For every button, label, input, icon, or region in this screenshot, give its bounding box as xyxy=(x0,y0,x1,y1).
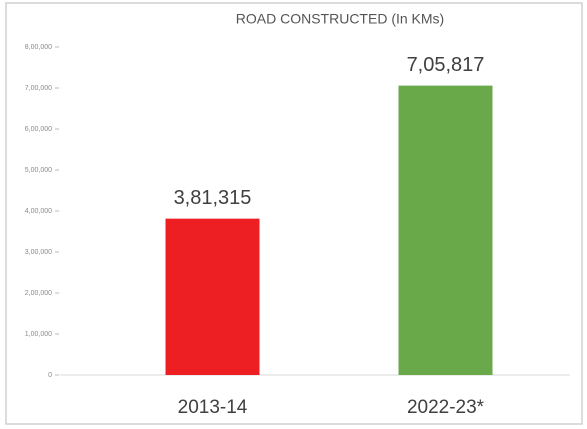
y-tick-label: 8,00,000 xyxy=(25,44,52,51)
x-tick-label: 2013-14 xyxy=(178,397,248,418)
y-tick-label: 7,00,000 xyxy=(25,85,52,92)
y-tick-label: 5,00,000 xyxy=(25,167,52,174)
bar xyxy=(165,218,260,375)
y-tick-label: 0 xyxy=(48,372,52,379)
y-tick-label: 2,00,000 xyxy=(25,290,52,297)
x-tick-label: 2022-23* xyxy=(407,397,485,418)
data-label: 7,05,817 xyxy=(407,54,485,76)
chart-frame xyxy=(5,2,583,425)
y-tick-label: 1,00,000 xyxy=(25,331,52,338)
y-tick-label: 6,00,000 xyxy=(25,126,52,133)
y-tick-label: 4,00,000 xyxy=(25,208,52,215)
chart-title: ROAD CONSTRUCTED (In KMs) xyxy=(236,11,444,27)
data-label: 3,81,315 xyxy=(174,187,252,209)
bar xyxy=(398,85,493,376)
y-tick-label: 3,00,000 xyxy=(25,249,52,256)
